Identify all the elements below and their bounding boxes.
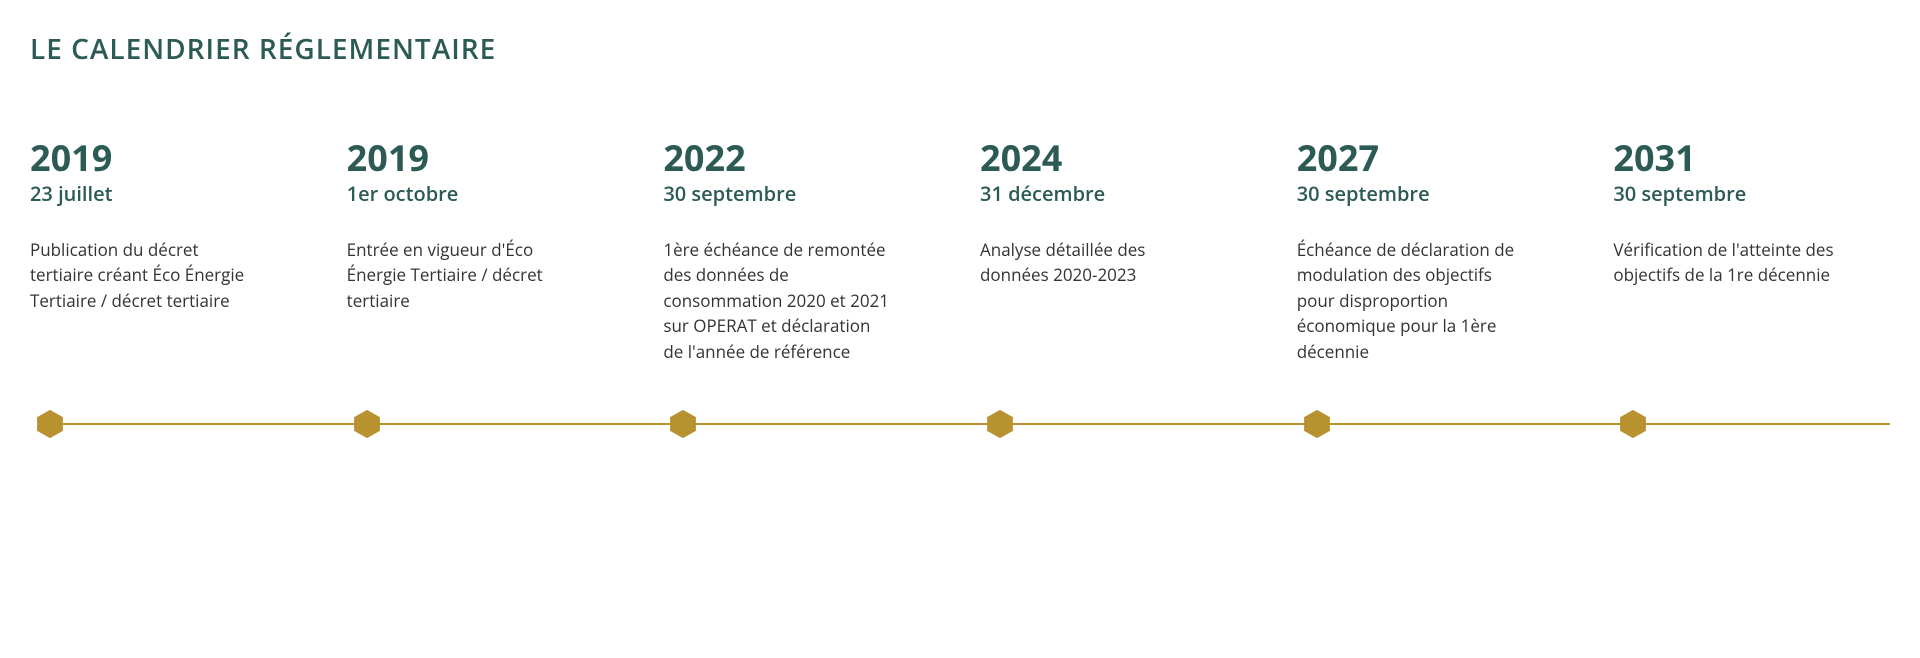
timeline-desc: 1ère échéance de remontée des données de… (663, 237, 893, 365)
hexagon-icon (985, 409, 1015, 439)
timeline-items: 201923 juilletPublication du décret tert… (30, 138, 1890, 364)
hexagon-icon (668, 409, 698, 439)
timeline-axis (30, 404, 1890, 444)
timeline-date: 30 septembre (1297, 180, 1574, 207)
timeline-year: 2019 (347, 138, 624, 178)
hexagon-icon (1618, 409, 1648, 439)
timeline-item: 203130 septembre Vérification de l'attein… (1613, 138, 1890, 364)
timeline-item: 202230 septembre 1ère échéance de remonté… (663, 138, 940, 364)
timeline-year: 2031 (1613, 138, 1890, 178)
timeline-hex-row (30, 404, 1890, 444)
page-title: LE CALENDRIER RÉGLEMENTAIRE (30, 30, 1890, 68)
timeline-date: 1er octobre (347, 180, 624, 207)
timeline-year: 2027 (1297, 138, 1574, 178)
timeline-year: 2024 (980, 138, 1257, 178)
timeline-item: 20191er octobre Entrée en vigueur d'Éco É… (347, 138, 624, 364)
timeline-date: 30 septembre (663, 180, 940, 207)
timeline-desc: Vérification de l'atteinte des objectifs… (1613, 237, 1843, 288)
timeline: 201923 juilletPublication du décret tert… (30, 138, 1890, 444)
timeline-year: 2022 (663, 138, 940, 178)
timeline-marker-slot (980, 404, 1257, 444)
timeline-item: 202431 décembre Analyse détaillée des don… (980, 138, 1257, 364)
timeline-marker-slot (1297, 404, 1574, 444)
timeline-item: 201923 juillet Publication du décret tert… (30, 138, 307, 364)
timeline-marker-slot (347, 404, 624, 444)
timeline-marker-slot (30, 404, 307, 444)
timeline-date: 30 septembre (1613, 180, 1890, 207)
hexagon-icon (35, 409, 65, 439)
timeline-desc: Analyse détaillée des données 2020-2023 (980, 237, 1210, 288)
timeline-year: 2019 (30, 138, 307, 178)
timeline-item: 202730 septembre Échéance de déclaration … (1297, 138, 1574, 364)
hexagon-icon (352, 409, 382, 439)
timeline-desc: Échéance de déclaration de modulation de… (1297, 237, 1527, 365)
timeline-desc: Entrée en vigueur d'Éco Énergie Tertiair… (347, 237, 577, 314)
timeline-date: 23 juillet (30, 180, 307, 207)
timeline-desc: Publication du décret tertiaire créant É… (30, 237, 260, 314)
timeline-marker-slot (663, 404, 940, 444)
timeline-date: 31 décembre (980, 180, 1257, 207)
hexagon-icon (1302, 409, 1332, 439)
timeline-marker-slot (1613, 404, 1890, 444)
